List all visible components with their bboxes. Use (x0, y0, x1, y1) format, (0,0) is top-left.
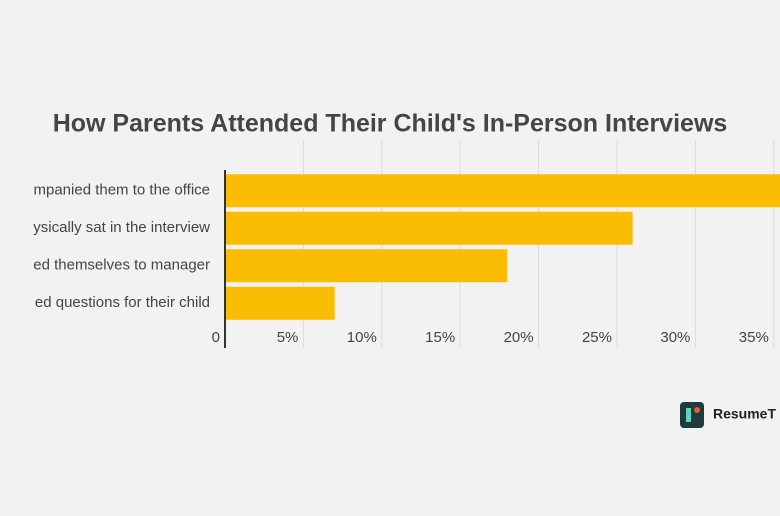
chart-title: How Parents Attended Their Child's In-Pe… (53, 110, 728, 138)
x-tick-label: 20% (504, 329, 534, 346)
x-tick-label: 35% (739, 329, 769, 346)
bar (225, 286, 335, 320)
y-tick-label: ed themselves to manager (33, 257, 210, 274)
y-tick-label: ed questions for their child (35, 294, 210, 311)
x-tick-label: 30% (660, 329, 690, 346)
x-tick-label: 0 (212, 329, 220, 346)
y-tick-label: ysically sat in the interview (33, 219, 210, 236)
logo-icon (680, 402, 704, 428)
x-tick-label: 25% (582, 329, 612, 346)
logo (680, 402, 704, 428)
x-tick-label: 5% (277, 329, 299, 346)
bar (225, 174, 780, 208)
y-tick-label: mpanied them to the office (34, 182, 211, 199)
bar (225, 249, 508, 283)
logo-icon-dot (694, 407, 700, 413)
bar (225, 211, 633, 245)
x-tick-label: 10% (347, 329, 377, 346)
brand-name: ResumeT (713, 406, 776, 422)
x-tick-label: 15% (425, 329, 455, 346)
logo-icon-part (686, 408, 691, 422)
